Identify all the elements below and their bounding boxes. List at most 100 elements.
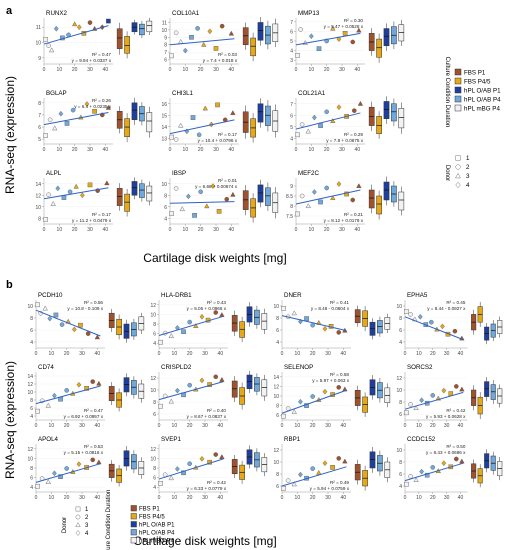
- legend-donor-title: Donor: [444, 165, 450, 181]
- data-point: [330, 195, 336, 200]
- legend-b-condition-title: Culture Condition Duration: [106, 490, 112, 550]
- x-tick-label: 0: [35, 495, 38, 501]
- equation-label: y = 5.97 + 0.063 x: [312, 378, 349, 383]
- subplot-crispld2: CRISPLD2 6 8 10 12 0 10 20 30 40 R² = 0.40y = 8.67…: [150, 364, 268, 429]
- data-point: [173, 186, 179, 191]
- panel-a-xlabel: Cartilage disk weights [mg]: [143, 251, 286, 265]
- fit-line: [281, 389, 347, 414]
- y-tick-label: 6: [153, 412, 156, 418]
- y-tick-label: 8: [276, 316, 279, 322]
- x-tick-label: 40: [95, 423, 101, 429]
- data-point: [408, 474, 413, 479]
- x-tick-label: 40: [229, 147, 235, 153]
- gene-name: CD74: [38, 364, 54, 371]
- x-tick-label: 20: [64, 495, 70, 501]
- x-tick-label: 30: [444, 351, 450, 357]
- legend-condition-title: Culture Condition Duration: [444, 57, 450, 128]
- x-tick-label: 20: [310, 495, 316, 501]
- y-tick-label: 10: [396, 304, 402, 310]
- data-point: [351, 108, 357, 113]
- data-point: [58, 474, 63, 479]
- gene-name: RUNX2: [46, 10, 68, 17]
- y-tick-label: 10: [273, 304, 279, 310]
- subplot-bglap: BGLAP 5 6 7 8 0 10 20 30 40 R² = 0.26y = 6.4 + 0.0…: [38, 90, 153, 153]
- data-point: [158, 403, 163, 409]
- legend-donor-marker: [455, 164, 461, 170]
- subplot-mmp13: MMP13 3 4 5 6 7 0 10 20 30 40 R² = 0.30y = 5.47 + 0…: [290, 10, 405, 73]
- gene-name: COL21A1: [298, 90, 326, 97]
- y-tick-label: 6: [399, 328, 402, 334]
- x-tick-label: 10: [172, 423, 178, 429]
- data-point: [46, 43, 51, 48]
- y-tick-label: 7: [38, 113, 41, 119]
- box: [398, 108, 405, 129]
- y-tick-label: 9: [38, 56, 41, 62]
- data-point: [318, 123, 323, 128]
- y-tick-label: 12: [273, 448, 279, 454]
- data-point: [295, 132, 300, 138]
- equation-label: y = 9.94 + 0.0337 x: [72, 58, 112, 63]
- gene-name: COL10A1: [172, 10, 200, 17]
- data-point: [175, 466, 180, 472]
- data-point: [178, 38, 184, 44]
- box: [124, 118, 130, 137]
- x-tick-label: 40: [103, 227, 109, 233]
- data-point: [281, 306, 286, 311]
- fit-line: [295, 32, 361, 46]
- data-point: [196, 132, 202, 138]
- r-squared-label: R² = 0.53: [84, 444, 103, 449]
- legend-b-condition-label: hPL mBG P4: [139, 539, 174, 545]
- y-tick-label: 8: [276, 472, 279, 478]
- box: [146, 112, 153, 133]
- fit-line: [281, 466, 347, 487]
- data-point: [336, 181, 342, 187]
- data-point: [299, 122, 305, 127]
- equation-label: y = 5.05 + 0.0966 x: [187, 306, 227, 311]
- r-squared-label: R² = 0.56: [84, 300, 103, 305]
- y-tick-label: 6: [164, 58, 167, 64]
- data-point: [169, 134, 174, 140]
- y-tick-label: 8: [164, 43, 167, 49]
- gene-name: EPHA5: [407, 292, 428, 299]
- data-point: [308, 33, 314, 40]
- y-tick-label: 8: [153, 322, 156, 328]
- x-tick-label: 10: [183, 67, 189, 73]
- x-tick-label: 0: [158, 423, 161, 429]
- y-tick-label: 6: [30, 476, 33, 482]
- equation-label: y = 5.94 + 0.0759 x: [310, 486, 350, 491]
- data-point: [213, 374, 219, 380]
- subplot-epha5: EPHA5 4 6 8 10 0 10 20 30 40 R² = 0.45y = 8.44 - 0…: [396, 292, 503, 357]
- legend-b-donor-marker: [75, 506, 81, 512]
- box: [123, 377, 130, 393]
- data-point: [404, 481, 409, 487]
- subplot-apol4: APOL4 4 6 8 10 12 0 10 20 30 40 R² = 0.53y = 5.15 +…: [27, 436, 145, 501]
- data-point: [298, 318, 303, 325]
- y-tick-label: 10: [27, 390, 33, 396]
- data-point: [350, 197, 356, 203]
- y-tick-label: 12: [150, 447, 156, 453]
- data-point: [73, 183, 79, 189]
- data-point: [72, 21, 78, 27]
- x-tick-label: 10: [183, 147, 189, 153]
- legend-donor-marker: [455, 155, 461, 161]
- subplot-svep1: SVEP1 4 6 8 10 12 0 10 20 30 40 R² = 0.42y = 6.33 +…: [150, 436, 268, 501]
- y-tick-label: 4: [30, 340, 33, 346]
- subplot-selenop: SELENOP 6 8 10 12 14 0 10 20 30 40 R² = 0.58y = 5.9…: [273, 364, 391, 429]
- box: [250, 37, 256, 57]
- box: [257, 22, 264, 41]
- data-point: [190, 115, 196, 120]
- subplot-hla-drb1: HLA-DRB1 4 6 8 10 12 0 10 20 30 40 R² = 0.43y = 5.0…: [150, 292, 268, 357]
- data-point: [357, 100, 364, 106]
- data-point: [298, 398, 303, 405]
- data-point: [330, 465, 335, 470]
- r-squared-label: R² = 0.41: [330, 300, 349, 305]
- gene-name: BGLAP: [46, 90, 67, 97]
- box: [116, 188, 123, 206]
- data-point: [322, 460, 328, 467]
- legend-b-donor-marker: [75, 514, 81, 520]
- legend-b-donor-label: 4: [85, 531, 89, 537]
- gene-name: MMP13: [298, 10, 320, 17]
- legend-donor-label: 4: [466, 182, 470, 189]
- data-point: [324, 185, 329, 191]
- x-tick-label: 10: [416, 423, 422, 429]
